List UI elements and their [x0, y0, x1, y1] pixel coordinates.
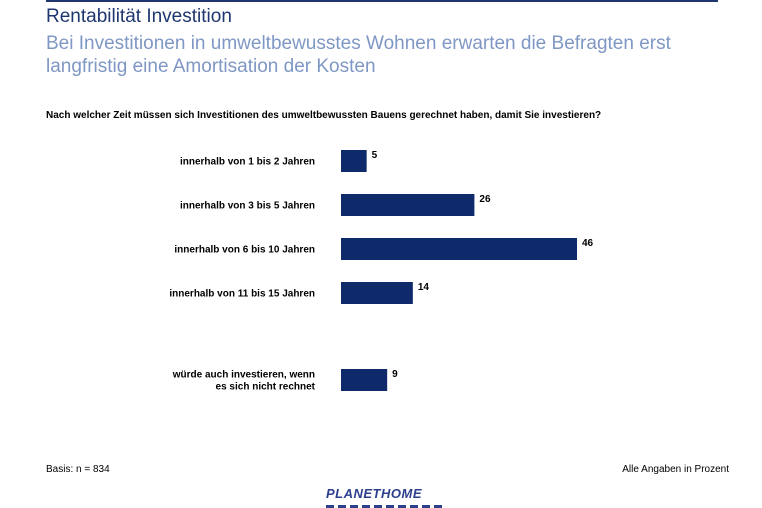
category-label: innerhalb von 1 bis 2 Jahren	[180, 157, 315, 168]
bar	[341, 150, 367, 172]
category-label: würde auch investieren, wenn	[172, 370, 315, 381]
category-label: innerhalb von 6 bis 10 Jahren	[174, 245, 315, 256]
logo-text: PLANETHOME	[326, 486, 422, 501]
survey-question: Nach welcher Zeit müssen sich Investitio…	[46, 110, 602, 121]
bar	[341, 238, 577, 260]
bar	[341, 282, 413, 304]
top-rule	[46, 0, 718, 2]
category-label: innerhalb von 11 bis 15 Jahren	[169, 289, 315, 300]
sample-basis: Basis: n = 834	[46, 464, 110, 475]
planethome-logo: PLANETHOME	[326, 486, 446, 508]
category-label: es sich nicht rechnet	[216, 382, 316, 393]
bar-value-label: 46	[582, 238, 594, 249]
unit-note: Alle Angaben in Prozent	[622, 464, 729, 475]
bar-value-label: 9	[392, 369, 398, 380]
bar-value-label: 26	[479, 194, 491, 205]
page-subtitle: Bei Investitionen in umweltbewusstes Woh…	[46, 33, 671, 77]
bar-value-label: 14	[418, 282, 430, 293]
logo-stripes	[326, 505, 444, 508]
bar	[341, 369, 388, 391]
bar-value-label: 5	[372, 150, 378, 161]
bar	[341, 194, 475, 216]
category-label: innerhalb von 3 bis 5 Jahren	[180, 201, 315, 212]
page-title: Rentabilität Investition	[46, 6, 232, 27]
